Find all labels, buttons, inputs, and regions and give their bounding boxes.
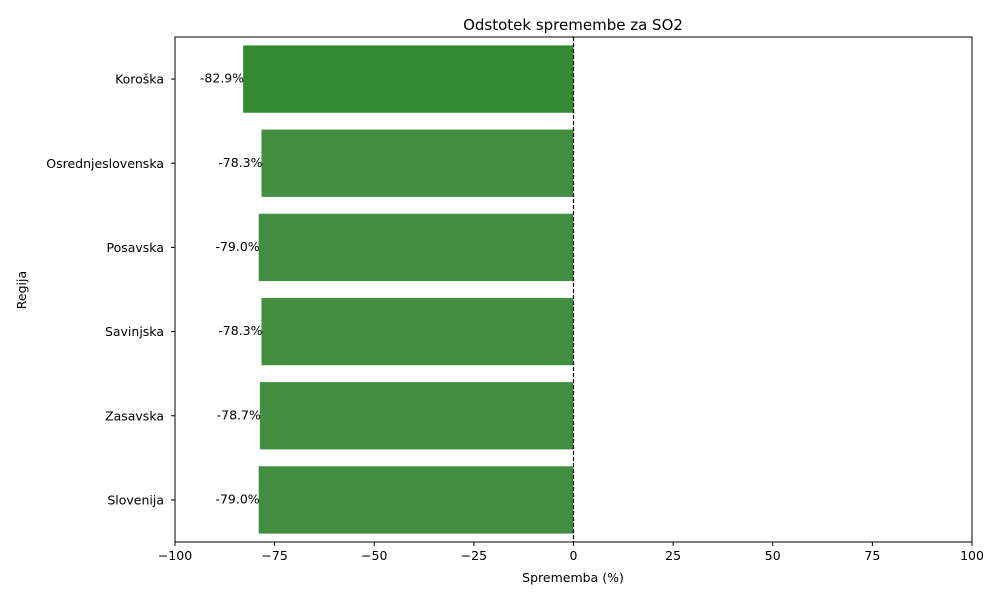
- x-tick-label: 75: [864, 548, 880, 563]
- data-label: -78.7%: [217, 407, 261, 422]
- x-tick-label: −100: [158, 548, 192, 563]
- data-label: -79.0%: [215, 239, 259, 254]
- x-tick-label: −25: [461, 548, 487, 563]
- x-tick-label: −50: [361, 548, 387, 563]
- chart-title: Odstotek spremembe za SO2: [463, 16, 683, 34]
- bar: [259, 382, 574, 450]
- y-axis-ticks: Koroška Osrednjeslovenska Posavska Savinjsk…: [46, 72, 175, 507]
- data-label: -78.3%: [218, 155, 262, 170]
- data-label: -82.9%: [200, 71, 244, 86]
- y-tick-label: Posavska: [106, 240, 164, 255]
- x-tick-label: 0: [570, 548, 578, 563]
- x-tick-label: 25: [665, 548, 681, 563]
- y-tick-label: Savinjska: [105, 324, 164, 339]
- bar: [243, 45, 574, 113]
- y-tick-label: Slovenija: [107, 492, 164, 507]
- y-tick-label: Koroška: [115, 72, 164, 87]
- x-axis-title: Sprememba (%): [522, 570, 624, 585]
- data-label: -79.0%: [215, 491, 259, 506]
- bar: [261, 297, 574, 366]
- y-tick-label: Zasavska: [105, 408, 164, 423]
- bar: [261, 129, 574, 197]
- data-labels-layer: -82.9% -78.3% -79.0% -78.3% -78.7% -79.0%: [200, 71, 263, 507]
- y-tick-label: Osrednjeslovenska: [46, 156, 164, 171]
- bars-layer: [243, 45, 574, 534]
- bar: [258, 466, 574, 534]
- x-tick-label: −75: [261, 548, 287, 563]
- x-axis-ticks: −100 −75 −50 −25 0 25 50 75 100: [158, 542, 984, 563]
- x-tick-label: 100: [960, 548, 984, 563]
- bar: [258, 213, 574, 282]
- x-tick-label: 50: [765, 548, 781, 563]
- y-axis-title: Regija: [14, 271, 29, 309]
- data-label: -78.3%: [218, 323, 262, 338]
